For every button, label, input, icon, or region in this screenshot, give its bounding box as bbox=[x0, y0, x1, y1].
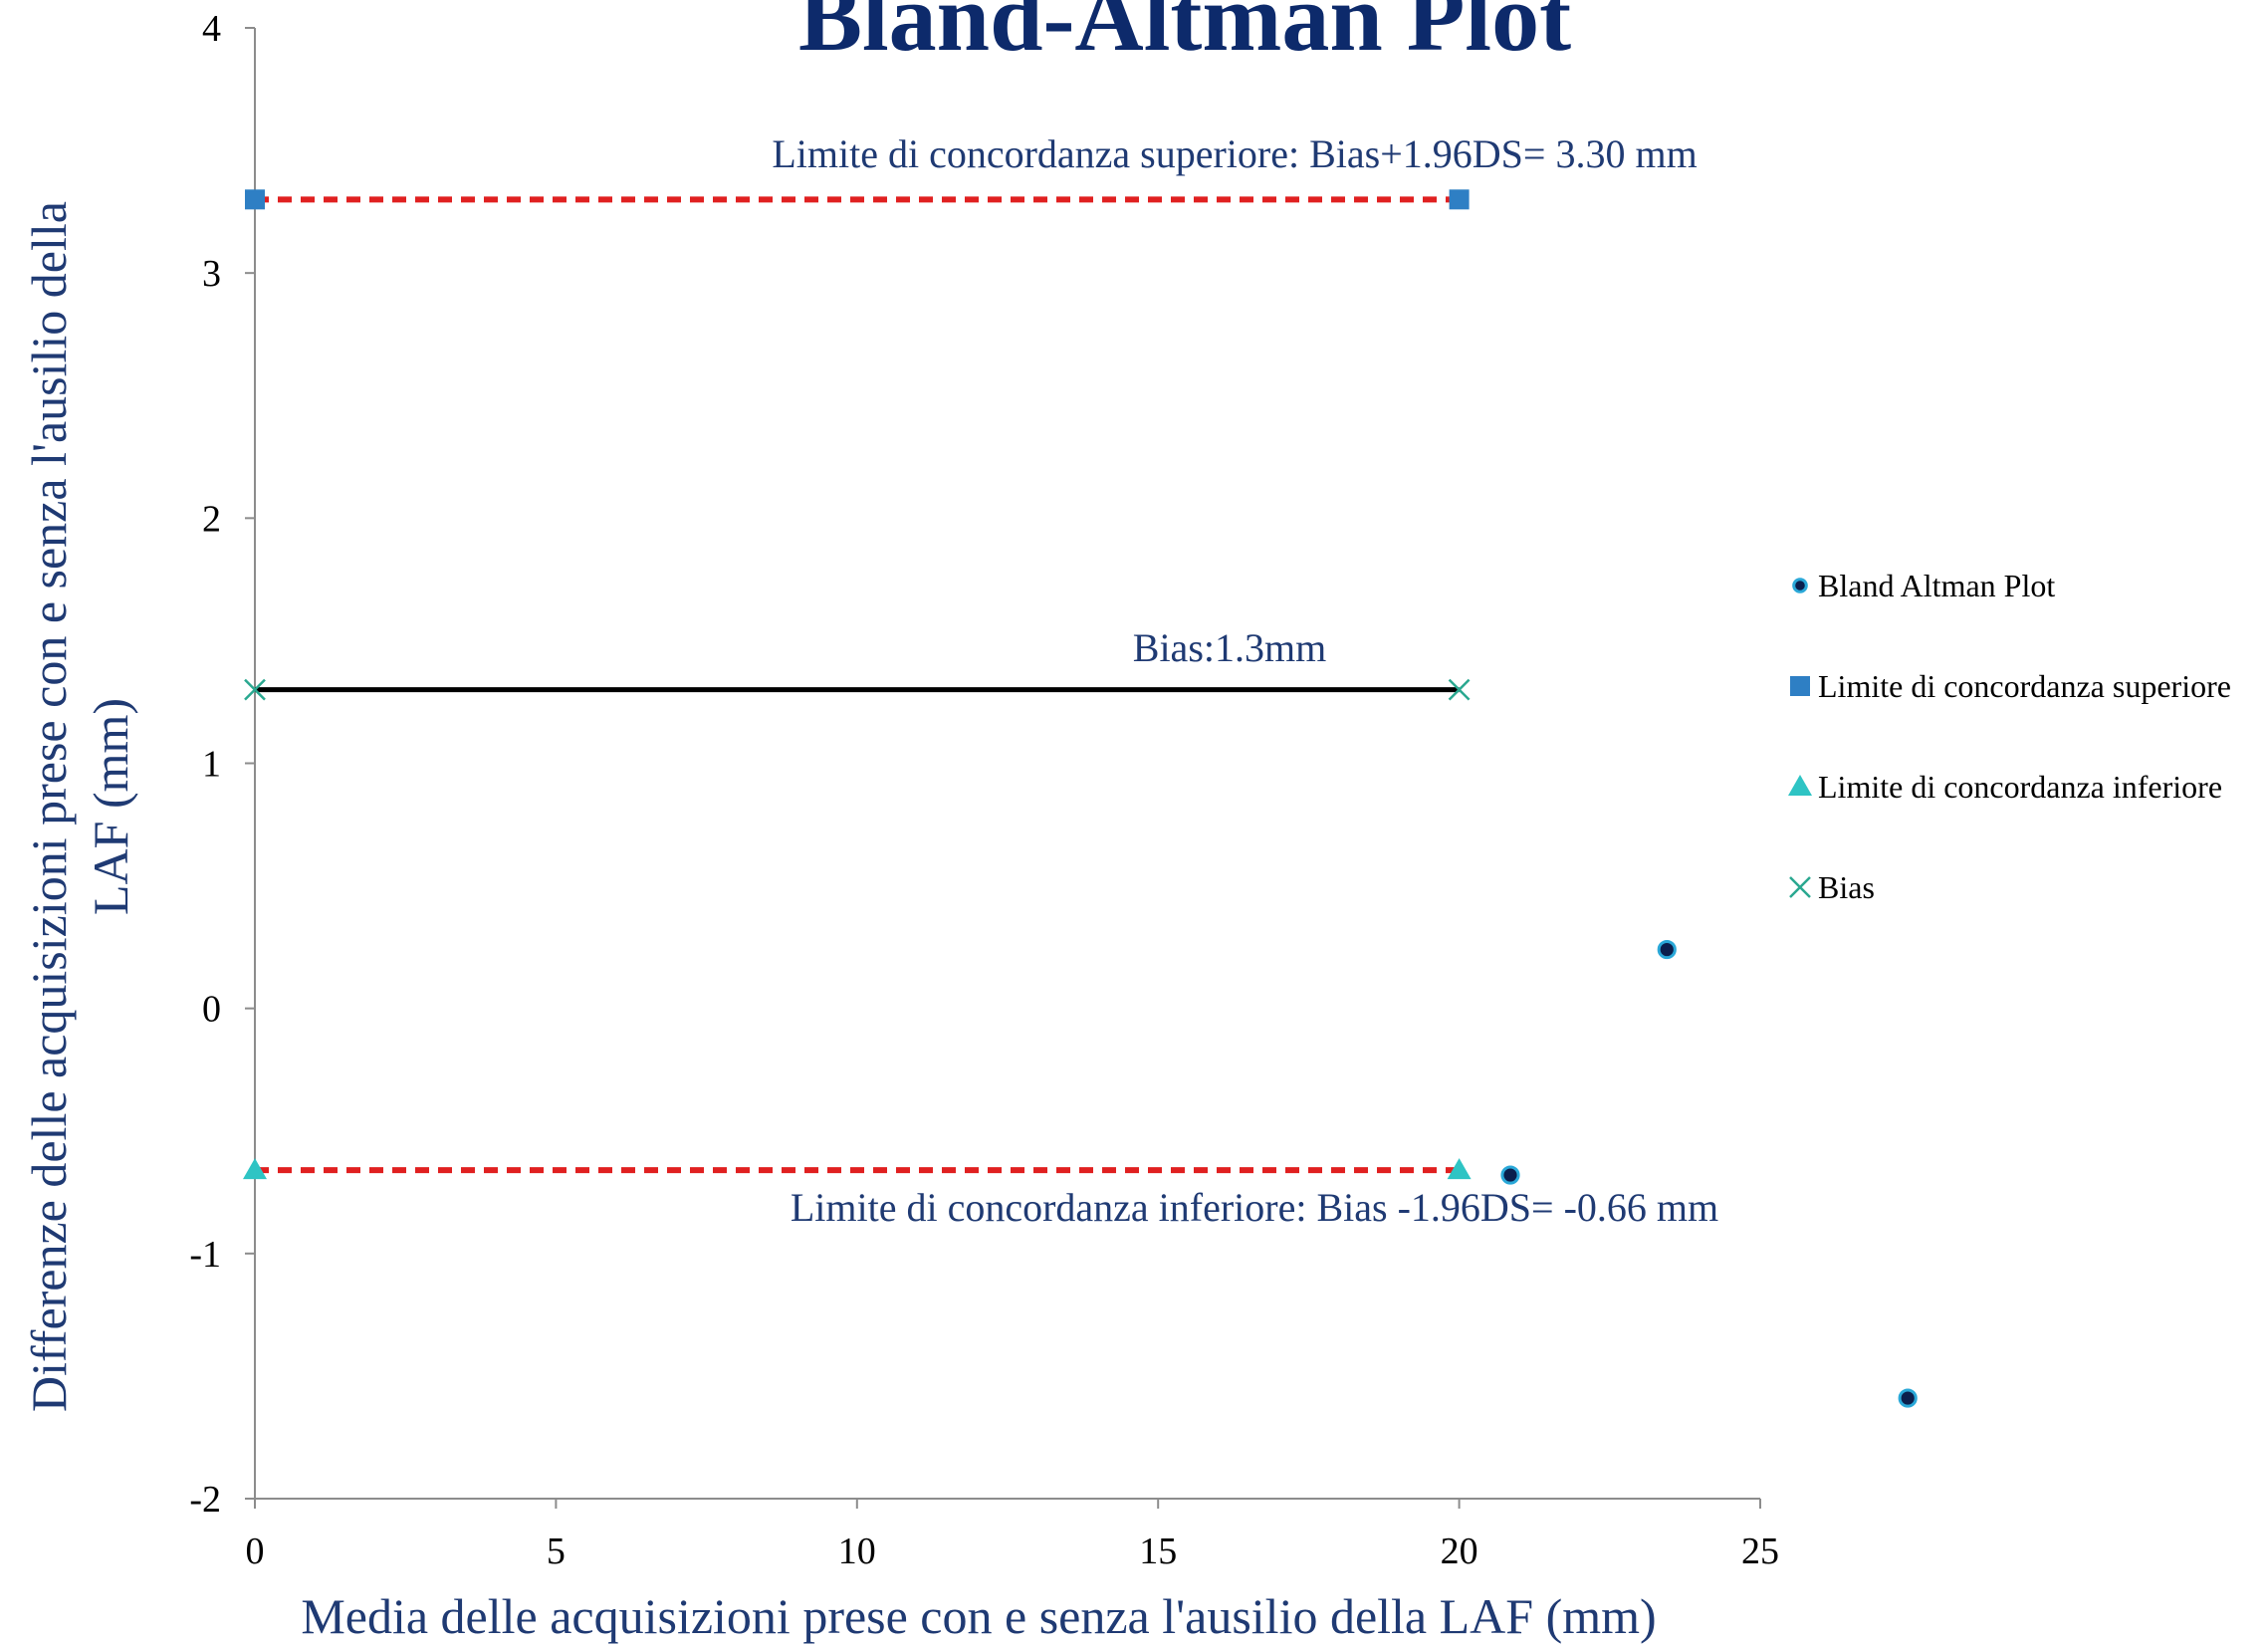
y-tick-label: 1 bbox=[202, 744, 221, 786]
legend: Bland Altman Plot Limite di concordanza s… bbox=[1788, 568, 2231, 905]
annotation-lower-limit: Limite di concordanza inferiore: Bias -1… bbox=[791, 1185, 1718, 1230]
legend-marker-limite-di-concordanza-superiore bbox=[1790, 676, 1810, 696]
legend-label-bias: Bias bbox=[1818, 869, 1875, 905]
y-axis-title-line-1: Differenze delle acquisizioni prese con … bbox=[21, 201, 77, 1412]
legend-marker-limite-di-concordanza-inferiore bbox=[1788, 775, 1812, 796]
y-tick-label: -2 bbox=[189, 1479, 221, 1521]
x-tick-label: 5 bbox=[547, 1531, 566, 1572]
bias-point bbox=[1448, 678, 1471, 701]
annotation-bias: Bias:1.3mm bbox=[1133, 625, 1326, 670]
legend-label-bland-altman-plot: Bland Altman Plot bbox=[1818, 568, 2055, 603]
y-tick-label: 3 bbox=[202, 253, 221, 295]
legend-marker-bland-altman-plot bbox=[1792, 578, 1808, 593]
x-tick-label: 25 bbox=[1741, 1531, 1779, 1572]
y-tick-label: 0 bbox=[202, 989, 221, 1031]
bland-altman-plot-point bbox=[1657, 939, 1677, 960]
chart-title: Bland-Altman Plot bbox=[798, 0, 1571, 71]
x-tick-label: 0 bbox=[246, 1531, 265, 1572]
limite-di-concordanza-inferiore-point bbox=[243, 1158, 267, 1180]
bland-altman-plot-point bbox=[1898, 1388, 1918, 1408]
x-axis-title: Media delle acquisizioni prese con e sen… bbox=[301, 1588, 1656, 1644]
limite-di-concordanza-superiore-point bbox=[1449, 189, 1470, 210]
y-tick-label: -1 bbox=[189, 1234, 221, 1276]
axes: -2 -1 0 1 2 3 4 0 5 10 15 20 25 bbox=[189, 8, 1779, 1572]
legend-marker-bias bbox=[1789, 876, 1811, 898]
x-tick-label: 15 bbox=[1139, 1531, 1177, 1572]
y-tick-label: 4 bbox=[202, 8, 221, 50]
y-tick-label: 2 bbox=[202, 498, 221, 540]
legend-label-limite-di-concordanza-superiore: Limite di concordanza superiore bbox=[1818, 668, 2231, 704]
legend-label-limite-di-concordanza-inferiore: Limite di concordanza inferiore bbox=[1818, 769, 2222, 805]
x-tick-label: 20 bbox=[1441, 1531, 1478, 1572]
y-axis-title-line-2: LAF (mm) bbox=[83, 698, 138, 915]
limite-di-concordanza-inferiore-point bbox=[1447, 1158, 1472, 1180]
bland-altman-plot-point bbox=[1500, 1165, 1520, 1185]
reference-lines bbox=[255, 196, 1460, 1174]
annotation-upper-limit: Limite di concordanza superiore: Bias+1.… bbox=[772, 131, 1697, 176]
x-tick-label: 10 bbox=[838, 1531, 876, 1572]
bias-point bbox=[244, 678, 266, 701]
limite-di-concordanza-superiore-point bbox=[245, 189, 265, 210]
data-points bbox=[243, 189, 1918, 1408]
